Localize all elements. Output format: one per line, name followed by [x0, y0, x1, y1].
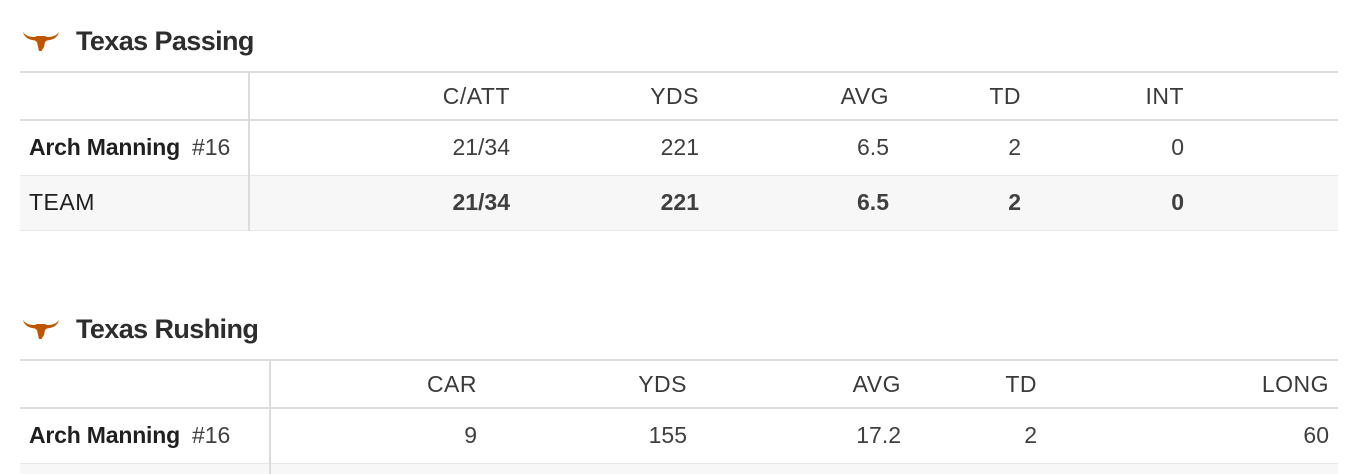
passing-header-td: TD — [889, 71, 1021, 121]
passing-header-catt: C/ATT — [249, 71, 510, 121]
longhorn-logo-icon — [22, 29, 62, 53]
jersey-number: #16 — [191, 134, 231, 161]
team-stat-td: 2 — [889, 175, 1021, 231]
rushing-table: CAR YDS AVG TD LONG Arch Manning #16 9 15… — [20, 359, 1338, 474]
team-total-row: TEAM 21/34 221 6.5 2 0 — [20, 175, 1338, 231]
rushing-section-header: Texas Rushing — [20, 308, 1338, 350]
team-stat-avg: 6.5 — [699, 175, 889, 231]
spacer-cell — [1184, 120, 1338, 176]
stat-cell — [901, 463, 1037, 474]
rushing-header-car: CAR — [270, 359, 477, 409]
team-stat-int: 0 — [1021, 175, 1184, 231]
passing-section: Texas Passing C/ATT YDS AVG TD INT — [20, 20, 1338, 231]
stat-cell — [477, 463, 687, 474]
rushing-section: Texas Rushing CAR YDS AVG TD LONG — [20, 308, 1338, 474]
player-cell — [20, 463, 271, 474]
stat-cell — [1037, 463, 1338, 474]
player-name-link[interactable]: Arch Manning — [29, 134, 180, 161]
rushing-header-yds: YDS — [477, 359, 687, 409]
spacer-cell — [1184, 175, 1338, 231]
passing-header-row: C/ATT YDS AVG TD INT — [20, 71, 1338, 121]
rushing-header-avg: AVG — [687, 359, 901, 409]
player-cell: Arch Manning #16 — [20, 120, 250, 176]
stat-avg: 6.5 — [699, 120, 889, 176]
stat-avg: 17.2 — [687, 408, 901, 464]
stat-int: 0 — [1021, 120, 1184, 176]
table-row: Arch Manning #16 9 155 17.2 2 60 — [20, 408, 1338, 464]
passing-header-player — [20, 71, 250, 121]
table-row — [20, 463, 1338, 474]
rushing-header-row: CAR YDS AVG TD LONG — [20, 359, 1338, 409]
stat-yds: 155 — [477, 408, 687, 464]
stat-cell — [270, 463, 477, 474]
player-name-link[interactable]: Arch Manning — [29, 422, 180, 449]
passing-header-yds: YDS — [510, 71, 699, 121]
team-stat-catt: 21/34 — [249, 175, 510, 231]
stat-long: 60 — [1037, 408, 1338, 464]
stat-td: 2 — [889, 120, 1021, 176]
rushing-header-td: TD — [901, 359, 1037, 409]
passing-section-header: Texas Passing — [20, 20, 1338, 62]
rushing-header-long: LONG — [1037, 359, 1338, 409]
passing-title: Texas Passing — [76, 25, 254, 56]
team-stat-yds: 221 — [510, 175, 699, 231]
stat-cell — [687, 463, 901, 474]
rushing-title: Texas Rushing — [76, 313, 259, 344]
passing-header-avg: AVG — [699, 71, 889, 121]
longhorn-logo-icon — [22, 317, 62, 341]
stat-catt: 21/34 — [249, 120, 510, 176]
stat-car: 9 — [270, 408, 477, 464]
stat-td: 2 — [901, 408, 1037, 464]
passing-header-int: INT — [1021, 71, 1184, 121]
table-row: Arch Manning #16 21/34 221 6.5 2 0 — [20, 120, 1338, 176]
passing-table: C/ATT YDS AVG TD INT Arch Manning #16 21/… — [20, 71, 1338, 231]
rushing-header-player — [20, 359, 271, 409]
team-label: TEAM — [20, 175, 250, 231]
stat-yds: 221 — [510, 120, 699, 176]
player-cell: Arch Manning #16 — [20, 408, 271, 464]
jersey-number: #16 — [191, 422, 231, 449]
passing-header-spacer — [1184, 71, 1338, 121]
